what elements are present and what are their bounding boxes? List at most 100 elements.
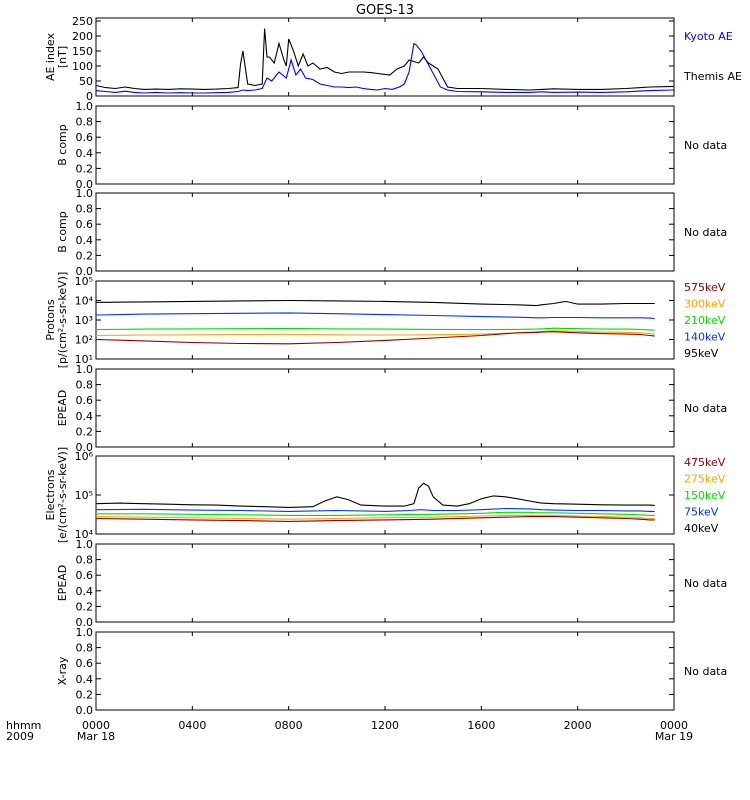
- y-axis-label: X-ray: [56, 656, 69, 685]
- panel-frame: [95, 543, 675, 623]
- y-tick-label: 0.0: [76, 704, 94, 717]
- y-tick-label: 0.8: [76, 642, 94, 655]
- y-tick-label: 0.0: [76, 616, 94, 629]
- y-tick-label: 10⁴: [75, 295, 94, 308]
- legend-entry: Kyoto AE: [684, 30, 733, 43]
- y-tick-label: 0.6: [76, 131, 94, 144]
- series-line-40kev: [95, 482, 655, 508]
- series-line-300kev: [95, 330, 655, 337]
- x-tick-label: 1200: [371, 719, 399, 732]
- y-tick-label: 150: [72, 45, 93, 58]
- no-data-label: No data: [684, 226, 727, 239]
- y-tick-label: 10¹: [75, 353, 93, 366]
- year-label: 2009: [6, 730, 34, 743]
- y-axis-label: [e/(cm²-s-sr-keV)]: [56, 447, 69, 543]
- no-data-label: No data: [684, 139, 727, 152]
- plot-title: GOES-13: [356, 3, 414, 18]
- y-tick-label: 0: [86, 90, 93, 103]
- y-tick-label: 0.8: [76, 554, 94, 567]
- series-line-75kev: [95, 507, 655, 512]
- legend-entry: Themis AE: [683, 70, 742, 83]
- no-data-label: No data: [684, 577, 727, 590]
- y-tick-label: 0.8: [76, 203, 94, 216]
- y-axis-label: EPEAD: [56, 565, 69, 602]
- no-data-label: No data: [684, 665, 727, 678]
- legend-entry: 575keV: [684, 281, 726, 294]
- y-axis-label: B comp: [56, 211, 69, 253]
- legend-entry: 75keV: [684, 506, 719, 519]
- series-line-95kev: [95, 299, 655, 307]
- legend-entry: 40keV: [684, 522, 719, 535]
- y-axis-label: [nT]: [56, 46, 69, 68]
- y-axis-label: Electrons: [44, 469, 57, 520]
- y-tick-label: 0.2: [76, 425, 94, 438]
- y-tick-label: 250: [72, 15, 93, 28]
- date-start-label: Mar 18: [77, 730, 115, 743]
- series-line-575kev: [95, 331, 655, 345]
- y-axis-label: Protons: [44, 299, 57, 340]
- legend-entry: 275keV: [684, 473, 726, 486]
- series-line-475kev: [95, 516, 655, 522]
- y-axis-label: EPEAD: [56, 390, 69, 427]
- y-tick-label: 100: [72, 60, 93, 73]
- series-line-275kev: [95, 514, 655, 520]
- y-tick-label: 10³: [75, 314, 93, 327]
- panel-epead1: 1.0 0.8 0.6 0.4 0.2 0.0 EPEAD No data: [56, 363, 727, 454]
- y-tick-label: 0.6: [76, 218, 94, 231]
- panel-xray: 1.0 0.8 0.6 0.4 0.2 0.0 X-ray No data: [56, 626, 727, 717]
- panels: 250 200 150 100 50 0 AE index [nT] Kyoto AE Themi…: [44, 15, 742, 717]
- y-tick-label: 0.0: [76, 178, 94, 191]
- y-tick-label: 0.2: [76, 162, 94, 175]
- panel-frame: [95, 368, 675, 448]
- y-tick-label: 1.0: [76, 626, 94, 639]
- series-line-150kev: [96, 511, 655, 516]
- y-axis-label: B comp: [56, 124, 69, 166]
- panel-frame: [95, 192, 675, 272]
- panel-bcomp2: 1.0 0.8 0.6 0.4 0.2 0.0 B comp No data: [56, 187, 727, 278]
- y-tick-label: 10⁴: [75, 528, 94, 541]
- y-tick-label: 0.4: [76, 585, 94, 598]
- y-tick-label: 10²: [75, 334, 93, 347]
- y-tick-label: 0.2: [76, 688, 94, 701]
- y-tick-label: 0.0: [76, 265, 94, 278]
- y-tick-label: 0.6: [76, 394, 94, 407]
- y-tick-label: 10⁵: [75, 489, 93, 502]
- y-tick-label: 0.2: [76, 600, 94, 613]
- y-axis-label: AE index: [44, 32, 57, 81]
- legend-entry: 150keV: [684, 489, 726, 502]
- y-tick-label: 0.4: [76, 410, 94, 423]
- y-tick-label: 10⁵: [75, 275, 93, 288]
- series-line-140kev: [95, 312, 655, 320]
- x-tick-label: 0000: [660, 719, 688, 732]
- legend-entry: 95keV: [684, 347, 719, 360]
- y-tick-label: 1.0: [76, 100, 94, 113]
- y-tick-label: 10⁶: [75, 450, 94, 463]
- y-tick-label: 0.4: [76, 234, 94, 247]
- date-end-label: Mar 19: [655, 730, 693, 743]
- y-tick-label: 0.8: [76, 379, 94, 392]
- y-tick-label: 1.0: [76, 538, 94, 551]
- no-data-label: No data: [684, 402, 727, 415]
- legend-entry: 210keV: [684, 314, 726, 327]
- series-line-kyoto-ae: [95, 42, 675, 94]
- panel-frame: [95, 455, 675, 535]
- y-tick-label: 1.0: [76, 363, 94, 376]
- panel-electrons: 10⁶ 10⁵ 10⁴ Electrons [e/(cm²-s-sr-keV)] 475k…: [44, 447, 726, 543]
- hhmm-label: hhmm: [6, 719, 41, 732]
- y-tick-label: 0.8: [76, 116, 94, 129]
- x-tick-label: 0000: [82, 719, 110, 732]
- panel-frame: [95, 631, 675, 711]
- y-tick-label: 1.0: [76, 187, 94, 200]
- legend-entry: 140keV: [684, 331, 726, 344]
- legend-entry: 300keV: [684, 298, 726, 311]
- y-tick-label: 0.2: [76, 249, 94, 262]
- panel-frame: [95, 280, 675, 360]
- y-tick-label: 50: [79, 75, 93, 88]
- y-tick-label: 0.6: [76, 657, 94, 670]
- time-axis: hhmm 2009 Mar 18 Mar 19 0000 0400 0800 1200…: [6, 719, 693, 743]
- series-line-themis-ae: [95, 28, 675, 91]
- series-line-210kev: [95, 327, 655, 331]
- y-tick-label: 0.4: [76, 673, 94, 686]
- y-tick-label: 0.6: [76, 569, 94, 582]
